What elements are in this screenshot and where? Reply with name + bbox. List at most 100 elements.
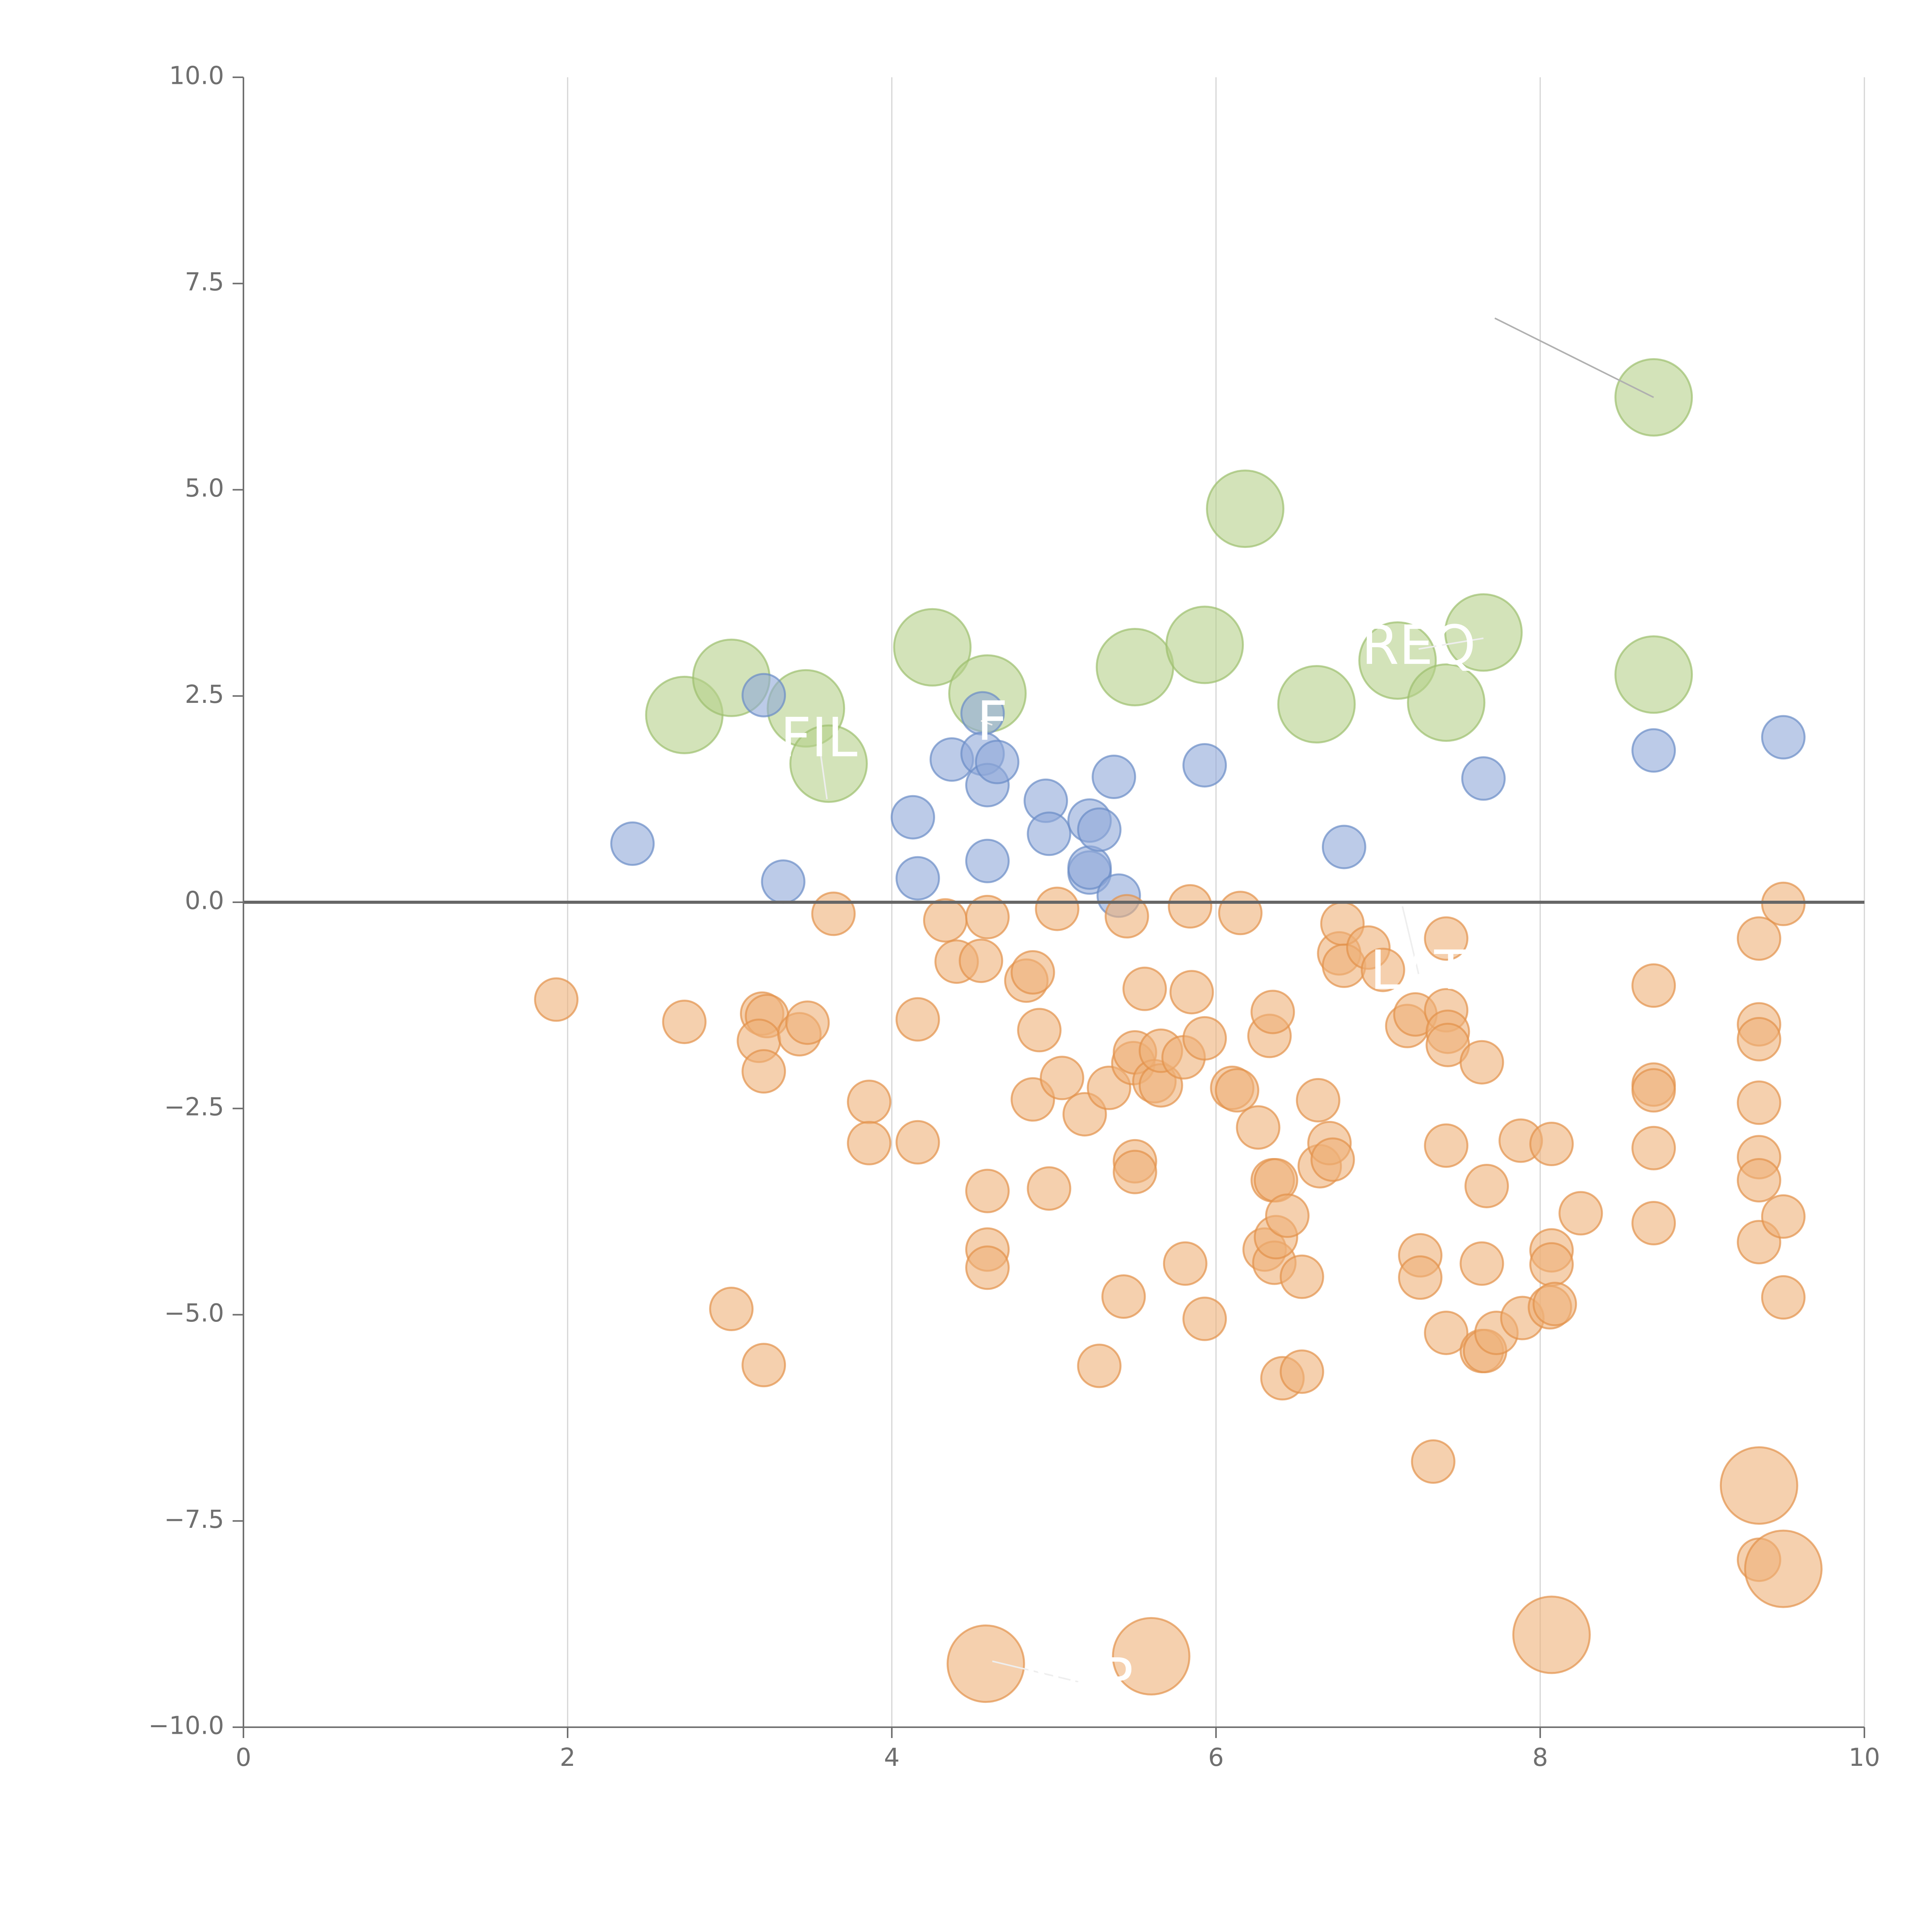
green-point-14	[1614, 635, 1693, 714]
orange-point-26	[1027, 1166, 1071, 1211]
orange-point-50	[1218, 891, 1263, 935]
leader-line-4	[992, 1660, 1078, 1683]
blue-point-19	[1182, 743, 1227, 788]
x-tick-label-1: 2	[560, 1743, 576, 1772]
orange-point-71	[1361, 947, 1405, 992]
orange-point-82	[1424, 1310, 1469, 1355]
green-point-7	[1165, 605, 1244, 684]
green-point-12	[1444, 593, 1523, 672]
y-tick-label-4: 0.0	[185, 887, 224, 915]
leader-line-gray	[1494, 317, 1654, 398]
blue-point-17	[1092, 754, 1136, 799]
orange-point-10	[811, 891, 856, 936]
orange-point-25	[1017, 1008, 1062, 1053]
blue-point-2	[761, 859, 806, 904]
y-tick-label-8: −10.0	[148, 1712, 224, 1740]
y-axis-ticks: 10.0 7.5 5.0 2.5 0.0 −2.5 −5.0 −7.5 −10.0	[148, 62, 243, 1740]
leader-line-3	[1401, 906, 1420, 975]
data-points	[534, 358, 1823, 1703]
x-tick-label-5: 10	[1849, 1743, 1880, 1772]
green-point-9	[1277, 665, 1356, 744]
x-tick-label-2: 4	[884, 1743, 900, 1772]
blue-point-12	[1027, 811, 1071, 856]
orange-point-63	[1296, 1078, 1340, 1122]
orange-point-38	[1122, 966, 1167, 1011]
blue-point-0	[610, 821, 655, 866]
blue-point-23	[1761, 715, 1806, 760]
leader-line-1	[981, 720, 993, 726]
orange-point-102	[1736, 916, 1781, 961]
annotation-label-3: LAT	[1370, 939, 1468, 1002]
y-tick-label-5: −2.5	[164, 1093, 224, 1121]
blue-point-3	[891, 795, 935, 840]
orange-point-112	[1761, 1275, 1806, 1320]
leader-line-0	[818, 741, 828, 799]
orange-point-30	[1077, 1344, 1122, 1388]
blue-point-22	[1631, 728, 1676, 773]
blue-point-1	[742, 673, 786, 718]
x-tick-label-0: 0	[236, 1743, 252, 1772]
annotation-label-4: NAP	[1023, 1647, 1133, 1710]
orange-point-37	[1112, 1150, 1157, 1194]
leader-line-2	[1418, 637, 1484, 650]
orange-point-104	[1736, 1017, 1781, 1061]
orange-point-47	[1182, 1296, 1227, 1341]
y-tick-label-7: −7.5	[164, 1505, 224, 1534]
blue-point-9	[965, 838, 1010, 883]
orange-point-2	[709, 1287, 754, 1332]
blue-point-20	[1321, 825, 1366, 869]
y-tick-label-1: 7.5	[185, 268, 224, 296]
x-axis-ticks: 0 2 4 6 8 10	[236, 1727, 1880, 1772]
y-tick-label-3: 2.5	[185, 680, 224, 709]
orange-point-107	[1736, 1158, 1781, 1202]
green-point-11	[1407, 663, 1486, 742]
orange-point-87	[1464, 1163, 1509, 1208]
orange-point-6	[742, 1049, 786, 1094]
y-tick-label-6: −5.0	[164, 1299, 224, 1328]
orange-point-54	[1250, 990, 1295, 1034]
orange-point-94	[1529, 1122, 1574, 1167]
orange-point-11	[847, 1080, 891, 1124]
y-tick-label-0: 10.0	[169, 62, 224, 90]
annotation-label-0: FIL	[780, 706, 857, 769]
orange-point-83	[1459, 1040, 1504, 1085]
orange-point-33	[1104, 894, 1149, 939]
x-tick-label-3: 6	[1208, 1743, 1224, 1772]
y-tick-label-2: 5.0	[185, 474, 224, 503]
orange-point-116	[946, 1624, 1025, 1703]
orange-point-32	[1101, 1274, 1146, 1319]
orange-point-95	[1532, 1282, 1577, 1327]
orange-point-60	[1265, 1193, 1310, 1238]
orange-point-7	[742, 1343, 786, 1388]
orange-point-77	[1424, 916, 1469, 961]
orange-point-110	[1761, 881, 1806, 926]
orange-point-76	[1411, 1439, 1456, 1484]
orange-point-84	[1459, 1241, 1504, 1286]
orange-point-18	[965, 895, 1010, 939]
orange-point-9	[785, 1000, 830, 1045]
orange-point-75	[1398, 1255, 1443, 1300]
orange-point-0	[534, 977, 579, 1022]
orange-point-66	[1310, 1137, 1355, 1182]
orange-point-96	[1558, 1191, 1603, 1236]
orange-point-27	[1035, 886, 1080, 931]
orange-point-14	[895, 1120, 940, 1165]
green-point-6	[1095, 628, 1174, 707]
orange-point-99	[1631, 1068, 1676, 1113]
x-tick-label-4: 8	[1532, 1743, 1548, 1772]
blue-point-21	[1461, 756, 1506, 801]
annotation-leaders	[818, 317, 1654, 1683]
orange-point-113	[1719, 1446, 1798, 1525]
orange-point-15	[923, 898, 968, 943]
orange-point-43	[1163, 1241, 1208, 1286]
orange-point-101	[1631, 1201, 1676, 1246]
orange-point-46	[1182, 1016, 1227, 1061]
annotation-labels: FIL F REQ LAT NAP	[780, 614, 1476, 1710]
orange-point-100	[1631, 1126, 1676, 1170]
orange-point-61	[1279, 1349, 1324, 1394]
green-point-8	[1206, 469, 1285, 548]
orange-point-21	[965, 1245, 1010, 1290]
blue-point-10	[975, 740, 1020, 784]
orange-point-28	[1039, 1056, 1084, 1100]
